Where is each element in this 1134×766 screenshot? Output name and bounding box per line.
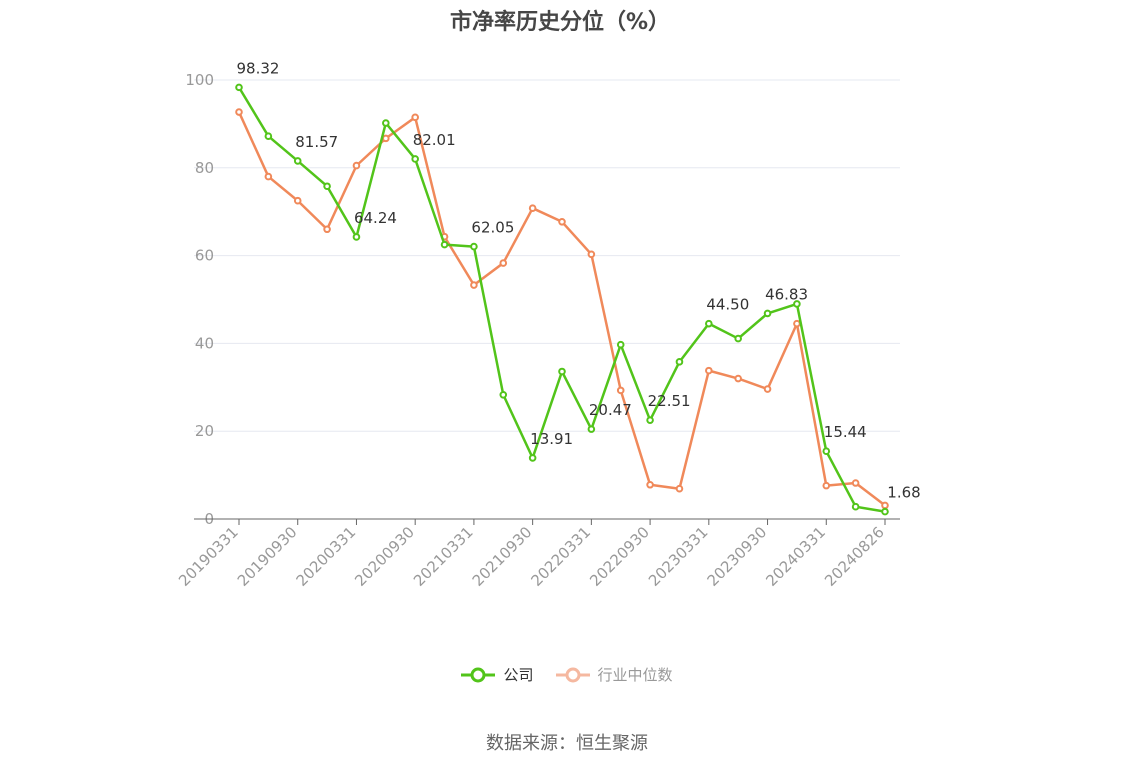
data-point-industry <box>587 250 596 259</box>
data-point-company <box>675 358 684 366</box>
y-tick-label: 100 <box>185 71 214 89</box>
x-tick-label: 20210930 <box>469 523 536 590</box>
y-tick-label: 20 <box>195 422 214 440</box>
data-point-company <box>382 119 390 127</box>
data-point-company <box>763 309 772 318</box>
data-label-company: 1.68 <box>887 484 920 502</box>
data-point-industry <box>822 481 831 490</box>
data-point-industry <box>235 108 243 116</box>
data-point-industry <box>470 281 478 289</box>
data-label-company: 15.44 <box>824 423 867 441</box>
data-point-company <box>352 233 361 241</box>
data-labels: 98.32 81.57 64.24 82.01 62.05 13.91 20.47 22.51… <box>237 59 921 501</box>
data-point-company <box>499 390 508 399</box>
data-label-company: 82.01 <box>413 131 456 149</box>
data-point-industry <box>293 196 302 205</box>
data-point-industry <box>352 161 361 170</box>
data-point-industry <box>528 204 537 212</box>
x-tick-label: 20190930 <box>234 523 301 590</box>
data-point-company <box>881 507 889 516</box>
legend-industry-line-icon <box>555 667 590 682</box>
data-point-company <box>587 425 596 433</box>
legend-item-industry[interactable]: 行业中位数 <box>555 664 673 685</box>
legend-company-label: 公司 <box>503 666 534 684</box>
data-point-industry <box>411 113 419 122</box>
data-point-company <box>528 454 537 462</box>
data-point-industry <box>763 385 772 393</box>
data-point-company <box>646 416 654 424</box>
series-lines <box>235 83 889 516</box>
data-point-company <box>616 340 625 349</box>
data-point-company <box>264 132 273 140</box>
data-point-company <box>440 240 449 249</box>
data-label-company: 44.50 <box>706 296 749 314</box>
data-label-company: 64.24 <box>354 209 397 227</box>
data-label-company: 46.83 <box>765 285 808 303</box>
x-tick-label: 20210331 <box>410 523 477 590</box>
data-label-company: 81.57 <box>295 133 338 151</box>
data-point-industry <box>881 501 889 510</box>
y-tick-label: 80 <box>195 159 214 177</box>
data-point-company <box>293 157 302 165</box>
x-tick-label: 20240826 <box>821 523 888 590</box>
legend-item-company[interactable]: 公司 <box>461 664 534 685</box>
data-source-note: 数据来源：恒生聚源 <box>486 733 648 754</box>
x-tick-label: 20220930 <box>586 523 653 590</box>
data-point-industry <box>675 484 684 493</box>
data-point-company <box>734 334 742 343</box>
x-tick-label: 20230331 <box>645 523 712 590</box>
x-tick-label: 20190331 <box>175 523 242 590</box>
x-tick-label: 20230930 <box>704 523 771 590</box>
legend-company-line-icon <box>461 667 496 682</box>
x-tick-label: 20240331 <box>762 523 829 590</box>
data-label-company: 98.32 <box>237 59 280 77</box>
data-point-company <box>793 300 801 308</box>
data-point-industry <box>793 319 801 328</box>
data-point-company <box>851 502 860 511</box>
x-tick-label: 20200930 <box>351 523 418 590</box>
data-label-company: 13.91 <box>530 430 573 448</box>
data-point-company <box>235 83 243 92</box>
data-point-industry <box>616 386 625 395</box>
data-point-company <box>323 182 331 191</box>
chart-title: 市净率历史分位（%） <box>449 10 671 35</box>
x-tick-label: 20200331 <box>293 523 360 590</box>
data-point-industry <box>558 217 566 226</box>
data-point-industry <box>323 225 331 234</box>
data-point-industry <box>264 172 273 181</box>
data-point-company <box>822 447 831 456</box>
data-point-industry <box>705 366 713 375</box>
legend-industry-label: 行业中位数 <box>597 666 673 684</box>
y-tick-label: 60 <box>195 247 214 265</box>
data-point-company <box>705 319 713 328</box>
y-tick-label: 40 <box>195 334 214 352</box>
x-tick-label: 20220331 <box>527 523 594 590</box>
data-label-company: 22.51 <box>648 392 691 410</box>
grid-lines <box>194 79 900 432</box>
data-point-industry <box>734 374 742 383</box>
data-label-company: 20.47 <box>589 401 632 419</box>
data-point-company <box>470 242 478 251</box>
data-point-industry <box>646 480 654 489</box>
data-point-industry <box>499 259 508 267</box>
data-point-company <box>411 155 419 163</box>
data-point-industry <box>851 479 860 487</box>
legend: 公司 行业中位数 <box>0 664 1134 685</box>
data-point-industry <box>382 134 390 143</box>
data-label-company: 62.05 <box>471 219 514 237</box>
data-point-company <box>558 367 566 376</box>
